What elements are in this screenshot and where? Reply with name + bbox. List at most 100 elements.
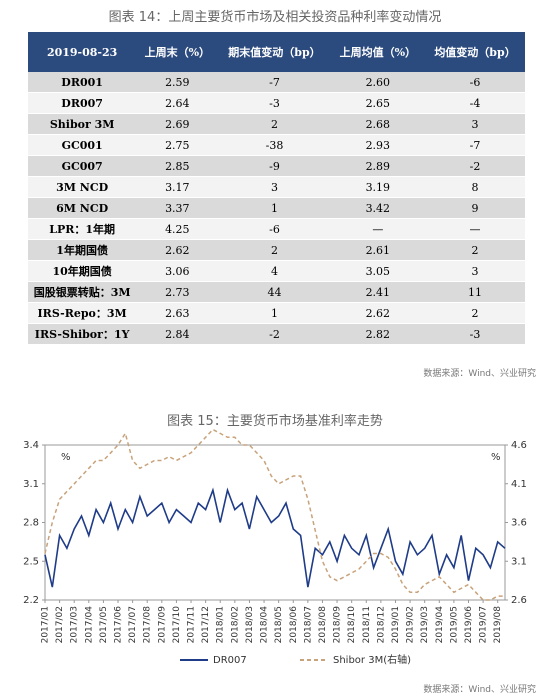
- table-cell: -3: [425, 323, 525, 345]
- table-row: DR001 2.59 -7 2.60 -6: [28, 72, 525, 93]
- y-tick-label: 3.4: [23, 440, 39, 451]
- rate-table: 2019-08-23 上周末（%） 期末值变动（bp） 上周均值（%） 均值变动（bp）…: [28, 32, 525, 345]
- table-cell: 3.06: [136, 260, 219, 282]
- y-tick-label: 2.5: [23, 556, 39, 567]
- x-tick-label: 2017/12: [201, 606, 211, 643]
- header-cell: 2019-08-23: [28, 32, 137, 72]
- y-tick-label: 2.8: [23, 518, 39, 529]
- table-cell: 2: [425, 302, 525, 324]
- table-cell: 2.75: [136, 134, 219, 156]
- x-tick-label: 2018/11: [362, 606, 372, 643]
- table-row: IRS-Shibor：1Y 2.84 -2 2.82 -3: [28, 323, 525, 345]
- x-tick-label: 2019/06: [464, 606, 474, 644]
- table-cell: -2: [218, 323, 331, 345]
- table-cell: LPR：1年期: [28, 218, 137, 240]
- table-cell: 2.62: [330, 302, 426, 324]
- table-cell: 2.73: [136, 281, 219, 303]
- series-line: [44, 428, 505, 601]
- chart-source: 数据来源：Wind、兴业研究: [423, 685, 536, 695]
- table-cell: 2.59: [136, 72, 219, 93]
- table-row: LPR：1年期 4.25 -6— —: [28, 218, 525, 240]
- x-tick-label: 2019/07: [479, 606, 489, 643]
- x-tick-label: 2017/09: [157, 606, 167, 644]
- table-cell: 2.64: [136, 92, 219, 114]
- table-row: GC001 2.75 -38 2.93 -7: [28, 134, 525, 156]
- header-row: 2019-08-23 上周末（%） 期末值变动（bp） 上周均值（%） 均值变动（bp）: [28, 32, 525, 72]
- table-cell: 2.69: [136, 113, 219, 135]
- table-cell: 3.17: [136, 176, 219, 198]
- x-tick-label: 2017/02: [55, 606, 65, 643]
- table-cell: GC007: [28, 155, 137, 177]
- table-cell: -7: [218, 72, 331, 93]
- table-cell: 3: [425, 113, 525, 135]
- table-cell: 4: [218, 260, 331, 282]
- table-cell: 1: [218, 197, 331, 219]
- table-cell: 1年期国债: [28, 239, 137, 261]
- x-tick-label: 2018/03: [245, 606, 255, 643]
- table-cell: 3: [218, 176, 331, 198]
- y2-tick-label: 3.1: [511, 556, 527, 567]
- table-row: 国股银票转贴：3M 2.73 44 2.41 11: [28, 281, 525, 303]
- table-cell: -2: [425, 155, 525, 177]
- x-tick-label: 2018/12: [376, 606, 386, 643]
- table-cell: -38: [218, 134, 331, 156]
- x-tick-label: 2017/01: [41, 606, 51, 643]
- table-cell: 2: [218, 113, 331, 135]
- legend-label: Shibor 3M(右轴): [333, 653, 411, 666]
- table-cell: -7: [425, 134, 525, 156]
- table-row: 6M NCD 3.37 1 3.42 9: [28, 197, 525, 219]
- table-cell: Shibor 3M: [28, 113, 137, 135]
- table-cell: 2: [425, 239, 525, 261]
- table-cell: 44: [218, 281, 331, 303]
- table-cell: 8: [425, 176, 525, 198]
- chart-title: 图表 15：主要货币市场基准利率走势: [167, 414, 383, 429]
- table-cell: -9: [218, 155, 331, 177]
- table-cell: -6: [218, 218, 331, 240]
- table-cell: 3.05: [330, 260, 426, 282]
- table-cell: -3: [218, 92, 331, 114]
- table-cell: 2.41: [330, 281, 426, 303]
- plot-frame: [44, 444, 506, 601]
- table-row: 10年期国债 3.06 4 3.05 3: [28, 260, 525, 282]
- x-tick-label: 2019/03: [420, 606, 430, 643]
- x-tick-label: 2017/10: [172, 606, 182, 644]
- table-cell: GC001: [28, 134, 137, 156]
- table-cell: DR001: [28, 72, 137, 93]
- y2-tick-label: 2.6: [511, 595, 527, 606]
- table-cell: IRS-Repo：3M: [28, 302, 137, 324]
- y2-unit: %: [491, 452, 501, 463]
- table-row: 1年期国债 2.62 2 2.61 2: [28, 239, 525, 261]
- x-tick-label: 2019/05: [449, 606, 459, 643]
- header-cell: 上周均值（%）: [330, 32, 426, 72]
- table-cell: 2.68: [330, 113, 426, 135]
- table-cell: 2.82: [330, 323, 426, 345]
- table-cell: 2.62: [136, 239, 219, 261]
- table-row: Shibor 3M 2.69 2 2.68 3: [28, 113, 525, 135]
- table-row: GC007 2.85 -9 2.89 -2: [28, 155, 525, 177]
- x-tick-label: 2017/06: [114, 606, 124, 644]
- table-source: 数据来源：Wind、兴业研究: [423, 369, 536, 379]
- table-cell: -6: [425, 72, 525, 93]
- x-tick-label: 2018/05: [274, 606, 284, 643]
- x-tick-label: 2018/02: [230, 606, 240, 643]
- header-cell: 均值变动（bp）: [425, 32, 525, 72]
- y-tick-label: 2.2: [23, 595, 39, 606]
- table-cell: 11: [425, 281, 525, 303]
- table-row: IRS-Repo：3M 2.63 1 2.62 2: [28, 302, 525, 324]
- x-tick-label: 2018/07: [303, 606, 313, 643]
- header-cell: 期末值变动（bp）: [218, 32, 331, 72]
- table-cell: 2.85: [136, 155, 219, 177]
- y2-tick-label: 4.6: [511, 440, 527, 451]
- y-tick-label: 3.1: [23, 479, 39, 490]
- table-cell: 6M NCD: [28, 197, 137, 219]
- x-tick-label: 2017/07: [128, 606, 138, 643]
- table-cell: 2: [218, 239, 331, 261]
- table-cell: 2.63: [136, 302, 219, 324]
- table-cell: 4.25: [136, 218, 219, 240]
- table-cell: 2.61: [330, 239, 426, 261]
- table-cell: DR007: [28, 92, 137, 114]
- table-cell: 3.19: [330, 176, 426, 198]
- y2-tick-label: 3.6: [511, 518, 527, 529]
- legend-label: DR007: [213, 655, 247, 666]
